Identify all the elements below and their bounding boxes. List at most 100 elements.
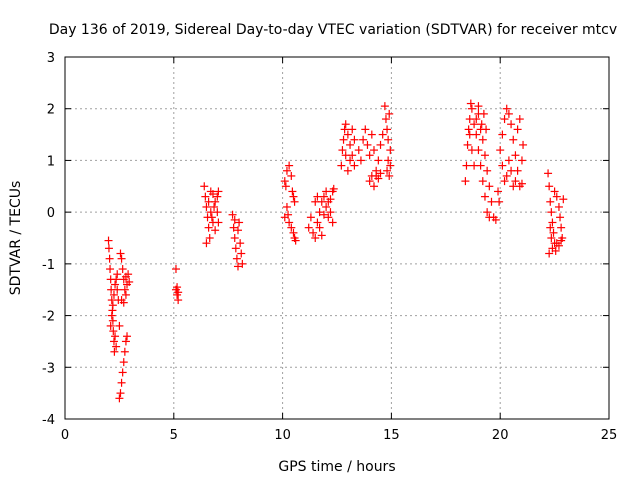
data-point — [466, 99, 475, 108]
data-point — [482, 125, 491, 134]
y-tick-label: 0 — [47, 206, 55, 221]
data-point — [513, 125, 522, 134]
data-point — [515, 115, 524, 124]
data-point — [287, 223, 296, 232]
data-point — [341, 151, 350, 160]
data-points — [104, 99, 568, 403]
data-point — [228, 210, 237, 219]
y-tick-label: -4 — [42, 413, 55, 428]
data-point — [104, 244, 113, 253]
data-point — [285, 218, 294, 227]
data-point — [229, 223, 238, 232]
data-point — [502, 171, 511, 180]
axis-ticks: 0 5 10 15 20 25 -4 -3 -2 -1 0 1 2 3 — [42, 51, 617, 443]
data-point — [385, 171, 394, 180]
data-point — [111, 332, 120, 341]
data-point — [346, 140, 355, 149]
data-point — [361, 125, 370, 134]
data-point — [519, 140, 528, 149]
data-point — [174, 296, 183, 305]
data-point — [304, 223, 313, 232]
data-point — [470, 120, 479, 129]
data-point — [313, 218, 322, 227]
data-point — [121, 290, 130, 299]
data-point — [120, 347, 129, 356]
data-point — [374, 174, 383, 183]
data-point — [504, 156, 513, 165]
data-point — [498, 130, 507, 139]
data-point — [548, 218, 557, 227]
data-point — [545, 182, 554, 191]
data-point — [319, 210, 328, 219]
data-point — [322, 202, 331, 211]
data-point — [315, 208, 324, 217]
data-point — [120, 285, 129, 294]
data-point — [380, 102, 389, 111]
data-point — [511, 151, 520, 160]
data-point — [108, 316, 117, 325]
data-point — [365, 177, 374, 186]
data-point — [113, 270, 122, 279]
data-point — [384, 156, 393, 165]
data-point — [557, 236, 566, 245]
data-point — [372, 166, 381, 175]
data-point — [116, 389, 125, 398]
data-point — [112, 275, 121, 284]
data-point — [328, 218, 337, 227]
data-point — [117, 378, 126, 387]
data-point — [369, 146, 378, 155]
data-point — [343, 130, 352, 139]
data-point — [237, 249, 246, 258]
data-point — [464, 125, 473, 134]
data-point — [210, 202, 219, 211]
data-point — [211, 226, 220, 235]
data-point — [118, 368, 127, 377]
data-point — [479, 109, 488, 118]
data-point — [204, 197, 213, 206]
data-point — [115, 321, 124, 330]
data-point — [487, 197, 496, 206]
data-point — [290, 197, 299, 206]
x-tick-label: 0 — [61, 428, 69, 443]
data-point — [109, 337, 118, 346]
data-point — [205, 234, 214, 242]
data-point — [125, 277, 134, 286]
data-point — [365, 151, 374, 160]
data-point — [340, 125, 349, 134]
y-tick-label: -2 — [42, 310, 55, 325]
data-point — [483, 166, 492, 175]
data-point — [339, 135, 348, 144]
data-point — [478, 177, 487, 186]
data-point — [554, 202, 563, 211]
data-point — [104, 236, 113, 245]
data-point — [547, 208, 556, 217]
data-point — [367, 171, 376, 180]
data-point — [509, 182, 518, 191]
data-point — [109, 327, 118, 336]
data-point — [550, 187, 559, 196]
data-point — [311, 234, 320, 242]
data-point — [557, 223, 566, 232]
data-point — [289, 228, 298, 237]
data-point — [208, 190, 217, 199]
data-point — [378, 130, 387, 139]
data-point — [504, 109, 513, 118]
data-point — [474, 102, 483, 111]
data-point — [287, 171, 296, 180]
data-point — [326, 208, 335, 217]
data-point — [337, 161, 346, 170]
data-point — [280, 177, 289, 186]
y-tick-label: 1 — [47, 154, 55, 169]
data-point — [507, 120, 516, 129]
data-point — [367, 130, 376, 139]
data-point — [463, 140, 472, 149]
data-point — [119, 358, 128, 367]
data-point — [213, 192, 222, 201]
data-point — [548, 244, 557, 253]
data-point — [369, 182, 378, 191]
grid-lines — [65, 57, 609, 419]
data-point — [107, 311, 116, 320]
data-point — [233, 226, 242, 235]
data-point — [206, 208, 215, 217]
data-point — [552, 192, 561, 201]
